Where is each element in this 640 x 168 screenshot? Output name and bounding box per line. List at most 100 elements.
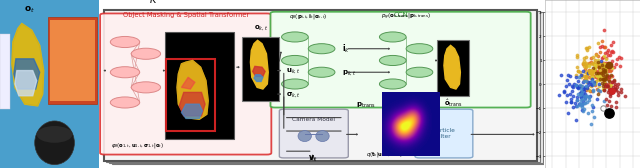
Point (573, 86, 584, 88)
Polygon shape (444, 45, 460, 89)
Point (567, 90, 577, 93)
Point (596, 39, 607, 42)
Point (600, 70, 610, 72)
Point (602, 67, 612, 70)
Point (577, 108, 587, 111)
Polygon shape (182, 104, 202, 118)
Point (593, 67, 604, 69)
Point (600, 65, 610, 68)
Point (592, 98, 602, 100)
Point (578, 93, 588, 96)
Point (580, 98, 591, 100)
Point (593, 62, 603, 64)
Point (589, 60, 600, 63)
FancyBboxPatch shape (279, 109, 348, 158)
Point (563, 73, 573, 76)
Point (594, 74, 604, 76)
Point (582, 49, 592, 52)
Point (562, 79, 572, 82)
Point (577, 102, 587, 105)
Point (559, 90, 569, 93)
Point (609, 78, 619, 81)
Point (604, 88, 614, 91)
Point (602, 76, 612, 79)
Bar (50, 20, 95, 101)
Point (580, 76, 591, 79)
Point (596, 71, 607, 73)
Point (595, 83, 605, 86)
Point (591, 64, 601, 67)
Point (581, 89, 591, 91)
Point (579, 102, 589, 104)
Point (593, 78, 604, 81)
Point (607, 75, 617, 77)
Text: $\hat{\mathbf{o}}_{\mathrm{trans}}$: $\hat{\mathbf{o}}_{\mathrm{trans}}$ (444, 97, 463, 109)
Point (584, 62, 595, 64)
Point (586, 80, 596, 83)
Point (606, 92, 616, 95)
Polygon shape (177, 60, 208, 119)
Point (596, 64, 606, 67)
Point (580, 62, 591, 64)
Point (599, 54, 609, 57)
Point (602, 74, 612, 77)
Point (605, 93, 616, 96)
Point (554, 94, 564, 96)
Point (587, 84, 597, 87)
Point (577, 91, 588, 94)
Point (598, 99, 609, 102)
Point (596, 66, 607, 69)
Point (595, 71, 605, 74)
Polygon shape (179, 92, 205, 116)
Point (575, 92, 585, 95)
Point (612, 86, 622, 88)
Point (613, 83, 623, 86)
Point (565, 75, 575, 77)
Point (568, 106, 579, 109)
Point (588, 66, 598, 69)
Point (598, 70, 609, 73)
Point (584, 75, 594, 78)
Point (589, 62, 599, 65)
Polygon shape (182, 77, 195, 89)
Point (605, 68, 616, 71)
Point (590, 83, 600, 86)
Point (594, 62, 604, 65)
Point (598, 78, 608, 81)
Point (604, 49, 614, 52)
Point (586, 56, 596, 59)
Point (569, 83, 579, 85)
Point (610, 82, 620, 85)
Point (598, 80, 609, 82)
Point (593, 42, 604, 45)
Ellipse shape (36, 126, 72, 143)
Point (563, 112, 573, 115)
Point (579, 86, 589, 89)
Point (579, 75, 589, 78)
Point (586, 77, 596, 80)
Point (593, 55, 603, 58)
Point (599, 83, 609, 85)
Point (601, 57, 611, 59)
Point (597, 82, 607, 85)
Point (576, 95, 586, 98)
Point (578, 63, 588, 66)
Point (595, 60, 605, 62)
Point (577, 104, 588, 107)
Point (587, 75, 597, 78)
Point (591, 79, 601, 82)
Point (586, 110, 596, 113)
Point (590, 69, 600, 71)
Point (566, 100, 576, 103)
Point (566, 101, 576, 104)
Point (605, 76, 615, 78)
Point (575, 88, 586, 91)
Point (591, 53, 602, 56)
FancyBboxPatch shape (271, 12, 531, 108)
Point (588, 63, 598, 66)
Point (598, 62, 608, 65)
Point (613, 94, 623, 97)
Point (590, 64, 600, 67)
Circle shape (110, 67, 140, 78)
Point (579, 60, 589, 63)
